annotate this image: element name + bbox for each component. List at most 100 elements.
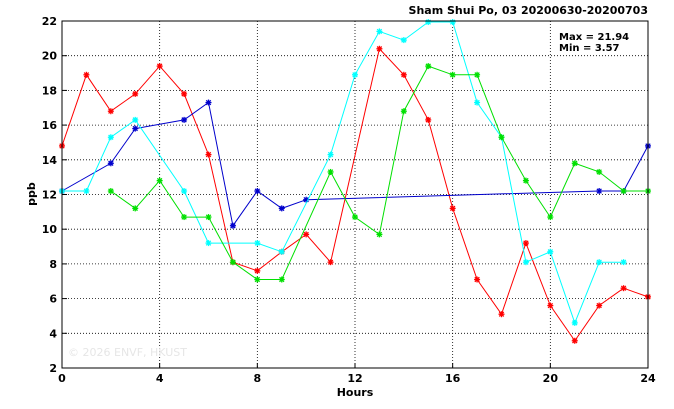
- data-point: [278, 248, 285, 255]
- data-point: [205, 151, 212, 158]
- data-point: [449, 71, 456, 78]
- chart-title: Sham Shui Po, 03 20200630-20200703: [409, 4, 648, 17]
- data-point: [571, 160, 578, 167]
- data-point: [376, 28, 383, 35]
- data-point: [327, 168, 334, 175]
- x-tick-label: 4: [156, 372, 164, 385]
- grid: [62, 21, 648, 368]
- data-point: [571, 319, 578, 326]
- y-tick-label: 14: [42, 154, 58, 167]
- x-axis-label: Hours: [337, 386, 374, 399]
- data-point: [522, 240, 529, 247]
- data-point: [181, 116, 188, 123]
- data-point: [107, 108, 114, 115]
- data-point: [278, 276, 285, 283]
- data-point: [400, 71, 407, 78]
- data-point: [547, 302, 554, 309]
- data-point: [376, 45, 383, 52]
- data-point: [107, 188, 114, 195]
- data-point: [620, 259, 627, 266]
- data-point: [596, 302, 603, 309]
- series-layer: [59, 19, 651, 344]
- data-point: [571, 337, 578, 344]
- data-point: [303, 231, 310, 238]
- data-point: [132, 90, 139, 97]
- data-point: [400, 37, 407, 44]
- x-tick-label: 0: [58, 372, 66, 385]
- data-point: [254, 240, 261, 247]
- series-line: [110, 65, 648, 280]
- watermark: © 2026 ENVF, HKUST: [68, 346, 187, 359]
- data-point: [400, 108, 407, 115]
- x-tick-label: 8: [254, 372, 262, 385]
- y-tick-label: 6: [49, 293, 57, 306]
- data-point: [254, 267, 261, 274]
- data-point: [229, 259, 236, 266]
- data-point: [498, 134, 505, 141]
- series-3: [59, 19, 627, 326]
- data-point: [181, 214, 188, 221]
- data-point: [522, 259, 529, 266]
- y-tick-label: 18: [42, 84, 57, 97]
- data-point: [181, 90, 188, 97]
- data-point: [83, 71, 90, 78]
- data-point: [229, 222, 236, 229]
- data-point: [449, 19, 456, 26]
- x-tick-label: 20: [543, 372, 559, 385]
- data-point: [156, 177, 163, 184]
- series-4: [107, 63, 651, 283]
- data-point: [596, 259, 603, 266]
- y-tick-label: 22: [42, 15, 57, 28]
- y-tick-label: 12: [42, 189, 57, 202]
- data-point: [449, 205, 456, 212]
- y-tick-label: 2: [49, 362, 57, 375]
- x-tick-label: 24: [640, 372, 656, 385]
- data-point: [254, 276, 261, 283]
- series-2: [59, 99, 651, 229]
- data-point: [596, 168, 603, 175]
- x-tick-label: 16: [445, 372, 461, 385]
- series-line: [61, 47, 649, 342]
- y-tick-label: 4: [49, 327, 57, 340]
- data-point: [474, 99, 481, 106]
- data-point: [498, 311, 505, 318]
- data-point: [547, 214, 554, 221]
- data-point: [352, 71, 358, 78]
- data-point: [132, 125, 139, 132]
- data-point: [327, 259, 334, 266]
- data-point: [83, 188, 90, 195]
- max-label: Max = 21.94: [559, 32, 629, 43]
- data-point: [205, 240, 212, 247]
- data-point: [132, 205, 139, 212]
- data-point: [620, 188, 627, 195]
- y-axis-label: ppb: [25, 182, 38, 206]
- series-line: [61, 101, 649, 227]
- data-point: [352, 214, 358, 221]
- data-point: [156, 63, 163, 70]
- data-point: [547, 248, 554, 255]
- y-tick-label: 16: [42, 119, 58, 132]
- y-tick-label: 20: [42, 50, 58, 63]
- data-point: [107, 160, 114, 167]
- data-point: [278, 205, 285, 212]
- data-point: [132, 116, 139, 123]
- data-point: [205, 99, 212, 106]
- data-point: [620, 285, 627, 292]
- y-tick-label: 10: [42, 223, 58, 236]
- y-tick-label: 8: [49, 258, 57, 271]
- data-point: [474, 71, 481, 78]
- data-point: [425, 63, 432, 70]
- data-point: [474, 276, 481, 283]
- data-point: [425, 19, 432, 26]
- data-point: [327, 151, 334, 158]
- data-point: [205, 214, 212, 221]
- data-point: [376, 231, 383, 238]
- x-tick-label: 12: [347, 372, 362, 385]
- data-point: [522, 177, 529, 184]
- data-point: [254, 188, 261, 195]
- min-label: Min = 3.57: [559, 43, 620, 54]
- data-point: [107, 134, 114, 141]
- data-point: [181, 188, 188, 195]
